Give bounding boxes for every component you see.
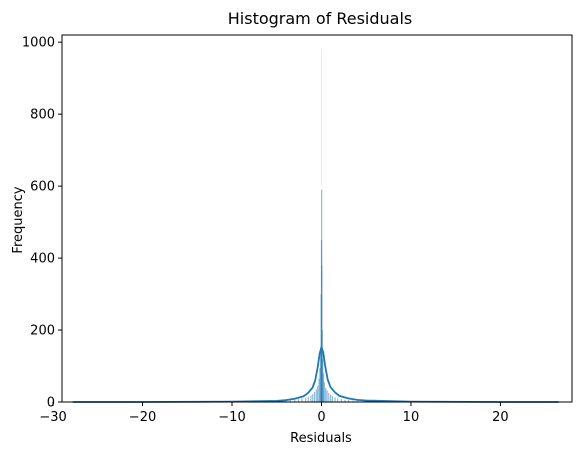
histogram-bar-faint bbox=[320, 49, 322, 187]
histogram-bar bbox=[322, 358, 324, 402]
x-tick-label: 0 bbox=[317, 410, 325, 425]
axes-frame bbox=[61, 34, 573, 403]
histogram-bar bbox=[340, 399, 342, 402]
histogram-bars bbox=[285, 49, 368, 402]
histogram-bar bbox=[301, 398, 303, 402]
histogram-bar bbox=[313, 391, 316, 402]
histogram-bar bbox=[334, 397, 336, 402]
histogram-bar bbox=[325, 387, 327, 402]
histogram-bar bbox=[326, 390, 328, 402]
y-tick-label: 600 bbox=[30, 180, 55, 195]
y-axis: 0 200 400 600 800 1000 bbox=[22, 36, 62, 411]
x-tick-label: −30 bbox=[39, 410, 66, 425]
x-axis-label: Residuals bbox=[290, 431, 352, 446]
histogram-bar bbox=[356, 400, 359, 402]
histogram-bar bbox=[352, 400, 354, 402]
kde-curve bbox=[72, 344, 559, 403]
histogram-bar bbox=[317, 385, 319, 402]
histogram-bar bbox=[330, 394, 332, 402]
histogram-bar bbox=[294, 399, 296, 402]
x-axis: −30 −20 −10 0 10 20 bbox=[39, 402, 509, 425]
chart-title: Histogram of Residuals bbox=[228, 9, 413, 28]
histogram-bar bbox=[328, 393, 330, 402]
histogram-bar bbox=[322, 373, 325, 402]
histogram-bar bbox=[331, 396, 334, 402]
y-tick-label: 800 bbox=[30, 108, 55, 123]
y-tick-label: 0 bbox=[47, 396, 55, 411]
histogram-bar bbox=[285, 400, 287, 402]
plot-area bbox=[61, 34, 573, 403]
histogram-bar bbox=[319, 367, 321, 402]
y-tick-label: 1000 bbox=[22, 36, 55, 51]
histogram-bar bbox=[304, 397, 307, 402]
histogram-bar bbox=[337, 398, 339, 402]
histogram-bar bbox=[307, 396, 309, 402]
x-tick-label: 20 bbox=[492, 410, 509, 425]
histogram-bar bbox=[347, 400, 350, 402]
histogram-bar bbox=[289, 400, 291, 402]
x-tick-label: 10 bbox=[403, 410, 420, 425]
histogram-bar bbox=[310, 395, 312, 402]
histogram-bar bbox=[323, 382, 325, 402]
y-tick-label: 400 bbox=[30, 252, 55, 267]
histogram-bar bbox=[297, 399, 300, 402]
histogram-bar bbox=[344, 399, 346, 402]
histogram-bar bbox=[312, 394, 314, 402]
x-tick-label: −10 bbox=[218, 410, 245, 425]
x-tick-label: −20 bbox=[129, 410, 156, 425]
histogram-bar bbox=[315, 389, 317, 402]
y-axis-label: Frequency bbox=[11, 186, 26, 253]
y-tick-label: 200 bbox=[30, 324, 55, 339]
histogram-bar bbox=[318, 378, 320, 402]
